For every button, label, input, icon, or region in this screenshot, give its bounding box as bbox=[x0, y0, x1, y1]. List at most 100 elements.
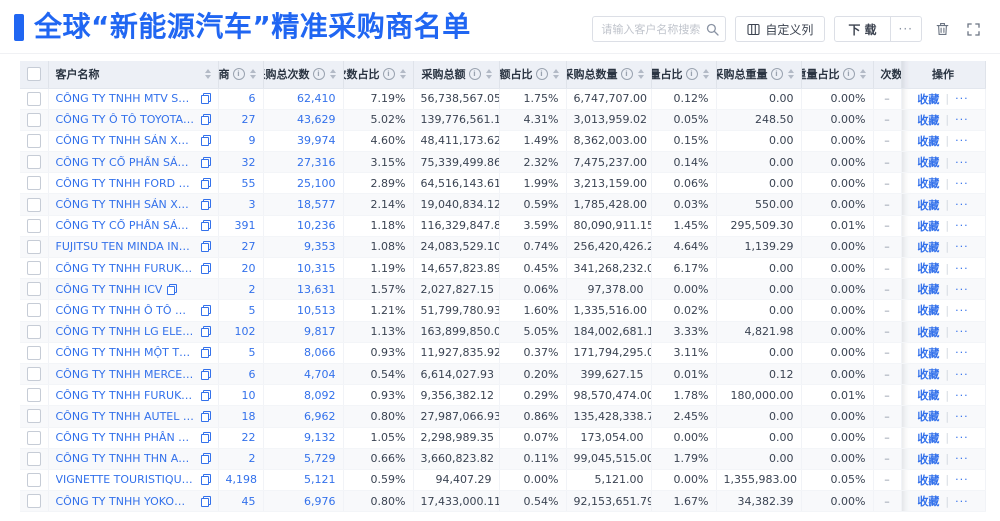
row-more-button[interactable]: ··· bbox=[955, 261, 969, 275]
customer-name-link[interactable]: CÔNG TY TNHH AUTEL VIỆT N... bbox=[55, 409, 196, 423]
row-more-button[interactable]: ··· bbox=[955, 155, 969, 169]
copy-icon[interactable] bbox=[200, 389, 211, 401]
favorite-button[interactable]: 收藏 bbox=[917, 113, 940, 127]
row-checkbox[interactable] bbox=[27, 282, 41, 297]
copy-icon[interactable] bbox=[200, 241, 211, 253]
row-checkbox[interactable] bbox=[27, 112, 41, 127]
favorite-button[interactable]: 收藏 bbox=[917, 452, 940, 466]
copy-icon[interactable] bbox=[200, 114, 211, 126]
info-icon[interactable] bbox=[382, 68, 395, 81]
sort-button[interactable] bbox=[204, 69, 211, 80]
row-more-button[interactable]: ··· bbox=[955, 303, 969, 317]
row-more-button[interactable]: ··· bbox=[955, 282, 969, 296]
favorite-button[interactable]: 收藏 bbox=[917, 495, 940, 509]
copy-icon[interactable] bbox=[200, 474, 211, 486]
favorite-button[interactable]: 收藏 bbox=[917, 325, 940, 339]
row-more-button[interactable]: ··· bbox=[955, 240, 969, 254]
copy-icon[interactable] bbox=[200, 304, 211, 316]
sort-button[interactable] bbox=[859, 69, 866, 80]
favorite-button[interactable]: 收藏 bbox=[917, 304, 940, 318]
customize-columns-button[interactable]: 自定义列 bbox=[735, 16, 826, 42]
select-all-checkbox[interactable] bbox=[27, 67, 41, 82]
favorite-button[interactable]: 收藏 bbox=[917, 240, 940, 254]
sort-button[interactable] bbox=[329, 69, 336, 80]
row-checkbox[interactable] bbox=[27, 324, 41, 339]
row-checkbox[interactable] bbox=[27, 388, 41, 403]
favorite-button[interactable]: 收藏 bbox=[917, 177, 940, 191]
favorite-button[interactable]: 收藏 bbox=[917, 198, 940, 212]
row-more-button[interactable]: ··· bbox=[955, 198, 969, 212]
column-header-amount[interactable]: 采购总额 bbox=[413, 61, 500, 89]
customer-name-link[interactable]: CÔNG TY TNHH MTV SẢN XUẤ... bbox=[55, 92, 196, 106]
info-icon[interactable] bbox=[468, 68, 481, 81]
row-more-button[interactable]: ··· bbox=[955, 431, 969, 445]
favorite-button[interactable]: 收藏 bbox=[917, 431, 940, 445]
customer-name-link[interactable]: CÔNG TY Ô TÔ TOYOTA VIỆT ... bbox=[55, 113, 196, 127]
row-checkbox[interactable] bbox=[27, 494, 41, 509]
row-more-button[interactable]: ··· bbox=[955, 325, 969, 339]
copy-icon[interactable] bbox=[200, 410, 211, 422]
favorite-button[interactable]: 收藏 bbox=[917, 473, 940, 487]
copy-icon[interactable] bbox=[200, 453, 211, 465]
row-more-button[interactable]: ··· bbox=[955, 176, 969, 190]
sort-button[interactable] bbox=[399, 69, 406, 80]
download-more-button[interactable]: ··· bbox=[889, 17, 921, 41]
favorite-button[interactable]: 收藏 bbox=[917, 219, 940, 233]
column-header-name[interactable]: 客户名称 bbox=[48, 61, 219, 89]
info-icon[interactable] bbox=[685, 68, 698, 81]
customer-name-link[interactable]: CÔNG TY TNHH YOKOWO VIỆT... bbox=[55, 494, 196, 508]
row-more-button[interactable]: ··· bbox=[955, 388, 969, 402]
customer-name-link[interactable]: VIGNETTE TOURISTIQUE G UNI... bbox=[55, 473, 196, 487]
customer-name-link[interactable]: CÔNG TY TNHH FORD VIỆT NAM bbox=[55, 176, 196, 190]
column-header-supplier[interactable]: 供应商 bbox=[218, 61, 264, 89]
favorite-button[interactable]: 收藏 bbox=[917, 283, 940, 297]
copy-icon[interactable] bbox=[200, 93, 211, 105]
copy-icon[interactable] bbox=[167, 283, 178, 295]
customer-name-link[interactable]: CÔNG TY CỔ PHẦN SẢN XUẤT... bbox=[55, 155, 196, 169]
column-header-count_pct[interactable]: 次数占比 bbox=[343, 61, 414, 89]
favorite-button[interactable]: 收藏 bbox=[917, 368, 940, 382]
copy-icon[interactable] bbox=[200, 156, 211, 168]
column-header-purchase_count[interactable]: 采购总次数 bbox=[263, 61, 344, 89]
copy-icon[interactable] bbox=[200, 135, 211, 147]
sort-button[interactable] bbox=[637, 69, 644, 80]
copy-icon[interactable] bbox=[200, 368, 211, 380]
download-button[interactable]: 下 载 bbox=[848, 22, 877, 37]
favorite-button[interactable]: 收藏 bbox=[917, 262, 940, 276]
column-header-amount_pct[interactable]: 总额占比 bbox=[499, 61, 567, 89]
favorite-button[interactable]: 收藏 bbox=[917, 346, 940, 360]
customer-name-link[interactable]: CÔNG TY TNHH PHÂN PHỐI T... bbox=[55, 431, 196, 445]
fullscreen-icon[interactable] bbox=[962, 16, 984, 42]
sort-button[interactable] bbox=[552, 69, 559, 80]
row-more-button[interactable]: ··· bbox=[955, 134, 969, 148]
copy-icon[interactable] bbox=[200, 199, 211, 211]
sort-button[interactable] bbox=[249, 69, 256, 80]
favorite-button[interactable]: 收藏 bbox=[917, 92, 940, 106]
favorite-button[interactable]: 收藏 bbox=[917, 410, 940, 424]
row-more-button[interactable]: ··· bbox=[955, 473, 969, 487]
copy-icon[interactable] bbox=[200, 347, 211, 359]
delete-icon[interactable] bbox=[931, 16, 953, 42]
search-input[interactable] bbox=[593, 22, 726, 36]
customer-name-link[interactable]: CÔNG TY CỔ PHẦN SẢN XUẤT... bbox=[55, 219, 196, 233]
row-checkbox[interactable] bbox=[27, 430, 41, 445]
customer-name-link[interactable]: CÔNG TY TNHH LG ELECTRON... bbox=[55, 325, 196, 339]
customer-name-link[interactable]: CÔNG TY TNHH FURUKAWA A... bbox=[55, 388, 196, 402]
row-checkbox[interactable] bbox=[27, 239, 41, 254]
row-checkbox[interactable] bbox=[27, 367, 41, 382]
row-checkbox[interactable] bbox=[27, 155, 41, 170]
column-header-quantity_pct[interactable]: 数量占比 bbox=[651, 61, 717, 89]
row-checkbox[interactable] bbox=[27, 218, 41, 233]
row-checkbox[interactable] bbox=[27, 303, 41, 318]
row-checkbox[interactable] bbox=[27, 133, 41, 148]
copy-icon[interactable] bbox=[200, 432, 211, 444]
column-header-quantity[interactable]: 采购总数量 bbox=[566, 61, 652, 89]
copy-icon[interactable] bbox=[200, 326, 211, 338]
customer-name-link[interactable]: CÔNG TY TNHH Ô TÔ MITSUBI... bbox=[55, 303, 196, 317]
info-icon[interactable] bbox=[232, 68, 245, 81]
info-icon[interactable] bbox=[770, 68, 783, 81]
row-more-button[interactable]: ··· bbox=[955, 346, 969, 360]
favorite-button[interactable]: 收藏 bbox=[917, 389, 940, 403]
row-checkbox[interactable] bbox=[27, 176, 41, 191]
row-checkbox[interactable] bbox=[27, 197, 41, 212]
